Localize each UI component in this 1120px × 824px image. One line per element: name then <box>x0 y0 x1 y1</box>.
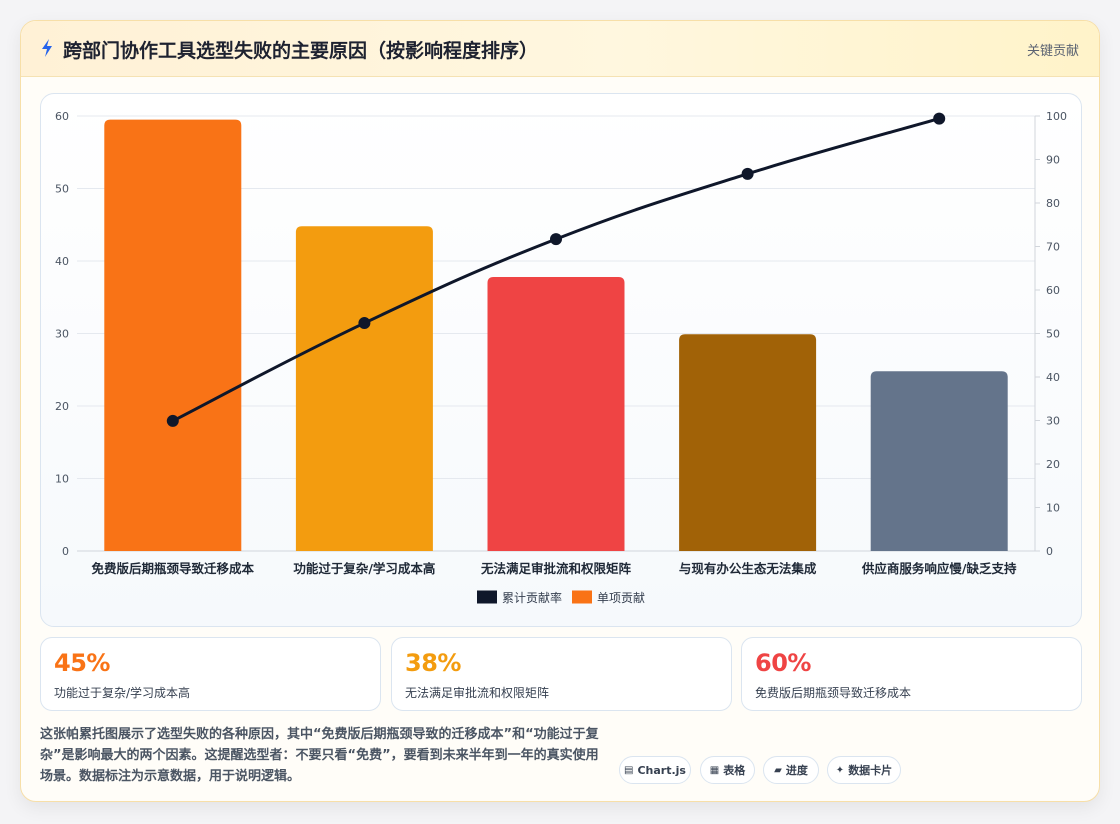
x-tick-label: 供应商服务响应慢/缺乏支持 <box>861 561 1017 576</box>
chart-canvas: 0 10 20 30 40 50 60 0 10 20 30 40 50 60 70 80 90 100 免费版后期… <box>55 110 1067 605</box>
y2-tick-label: 20 <box>1046 458 1060 471</box>
y-tick-label: 50 <box>55 183 69 196</box>
lightning-icon <box>42 39 52 57</box>
page-title: 跨部门协作工具选型失败的主要原因（按影响程度排序） <box>63 40 539 62</box>
stat-card: 38% 无法满足审批流和权限矩阵 <box>391 637 732 711</box>
main-card: 跨部门协作工具选型失败的主要原因（按影响程度排序） 关键贡献 0 10 20 30 40… <box>20 20 1100 802</box>
stat-value: 60% <box>755 649 811 677</box>
y2-tick-label: 80 <box>1046 197 1060 210</box>
y-tick-label: 60 <box>55 110 69 123</box>
stat-value: 38% <box>405 649 461 677</box>
y2-tick-label: 100 <box>1046 110 1067 123</box>
y-tick-label: 40 <box>55 255 69 268</box>
pill-label: 表格 <box>723 764 746 777</box>
header-tag: 关键贡献 <box>1026 44 1079 59</box>
legend-label: 累计贡献率 <box>502 590 562 605</box>
cumulative-point <box>741 167 754 180</box>
y-tick-label: 0 <box>62 545 69 558</box>
x-tick-label: 与现有办公生态无法集成 <box>679 561 817 576</box>
stat-value: 45% <box>54 649 110 677</box>
x-tick-label: 免费版后期瓶颈导致迁移成本 <box>92 561 255 576</box>
bar <box>870 371 1008 551</box>
chart-description: 这张帕累托图展示了选型失败的各种原因，其中“免费版后期瓶颈导致的迁移成本”和“功… <box>40 727 599 784</box>
y2-tick-label: 90 <box>1046 154 1060 167</box>
bar <box>104 119 242 551</box>
cumulative-point <box>550 233 562 246</box>
cumulative-point <box>166 414 179 427</box>
y-tick-label: 30 <box>55 328 69 341</box>
y2-tick-label: 50 <box>1046 328 1060 341</box>
stat-label: 无法满足审批流和权限矩阵 <box>405 686 550 700</box>
bar <box>295 226 433 551</box>
y-tick-label: 20 <box>55 400 69 413</box>
pill-chartjs[interactable]: ▤ Chart.js <box>619 756 691 784</box>
chart-icon: ▤ <box>624 764 634 776</box>
stat-card: 45% 功能过于复杂/学习成本高 <box>40 637 381 711</box>
legend-label: 单项贡献 <box>597 590 645 605</box>
bar <box>487 276 625 551</box>
table-icon: ▦ <box>709 764 720 776</box>
y2-tick-label: 70 <box>1046 241 1060 254</box>
pill-table[interactable]: ▦ 表格 <box>700 756 755 784</box>
pill-label: Chart.js <box>637 763 686 777</box>
stat-label: 免费版后期瓶颈导致迁移成本 <box>755 686 912 700</box>
stat-card: 60% 免费版后期瓶颈导致迁移成本 <box>741 637 1082 711</box>
progress-icon: ▰ <box>774 764 782 776</box>
x-tick-label: 功能过于复杂/学习成本高 <box>293 561 435 576</box>
legend-swatch <box>477 590 497 604</box>
pill-label: 进度 <box>785 764 808 777</box>
y2-tick-label: 40 <box>1046 371 1060 384</box>
card-header: 跨部门协作工具选型失败的主要原因（按影响程度排序） 关键贡献 <box>21 21 1099 77</box>
stat-cards: 45% 功能过于复杂/学习成本高 38% 无法满足审批流和权限矩阵 60% 免费… <box>40 637 1082 711</box>
y2-tick-label: 60 <box>1046 284 1060 297</box>
legend-swatch <box>572 590 592 604</box>
sparkle-icon: ✦ <box>835 764 845 776</box>
pill-data-card[interactable]: ✦ 数据卡片 <box>827 756 901 784</box>
pareto-chart: 0 10 20 30 40 50 60 0 10 20 30 40 50 60 70 80 90 100 免费版后期… <box>40 93 1082 627</box>
x-tick-label: 无法满足审批流和权限矩阵 <box>480 561 632 576</box>
pill-label: 数据卡片 <box>848 764 893 777</box>
y2-tick-label: 0 <box>1046 545 1053 558</box>
cumulative-point <box>933 112 946 125</box>
y-tick-label: 10 <box>55 473 69 486</box>
bar <box>679 334 817 551</box>
y2-tick-label: 10 <box>1046 502 1060 515</box>
cumulative-point <box>358 317 371 330</box>
stat-label: 功能过于复杂/学习成本高 <box>54 686 191 700</box>
y2-tick-label: 30 <box>1046 415 1060 428</box>
pill-progress[interactable]: ▰ 进度 <box>763 756 819 784</box>
